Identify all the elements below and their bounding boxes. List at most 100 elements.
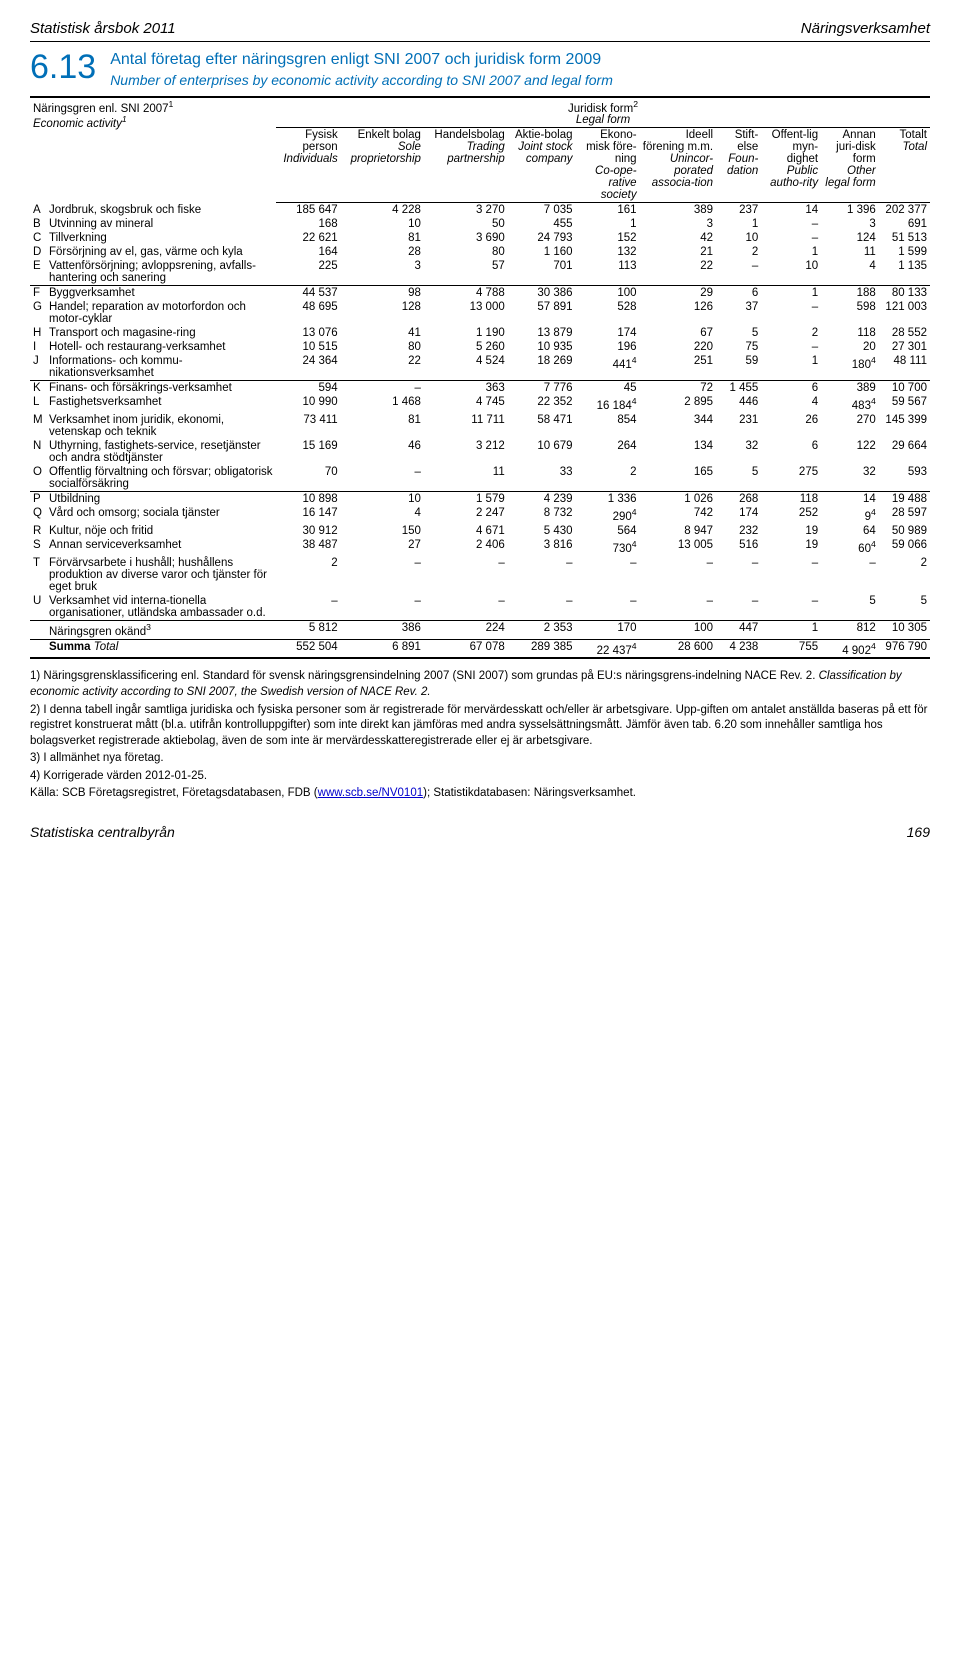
cell: 251 <box>640 354 717 381</box>
cell: 446 <box>716 395 761 413</box>
cell: 270 <box>821 413 879 439</box>
cell: 1 135 <box>879 259 930 286</box>
row-code <box>30 639 46 658</box>
cell: 59 066 <box>879 538 930 556</box>
cell: – <box>761 217 821 231</box>
cell: – <box>640 556 717 594</box>
cell: 4 <box>341 506 424 524</box>
cell: 164 <box>276 245 341 259</box>
row-label: Finans- och försäkrings-verksamhet <box>46 381 276 396</box>
cell: 19 488 <box>879 492 930 507</box>
row-code: I <box>30 340 46 354</box>
cell: 4 9024 <box>821 639 879 658</box>
cell: 7 776 <box>508 381 576 396</box>
cell: 3 <box>821 217 879 231</box>
cell: 32 <box>821 465 879 492</box>
cell: 10 <box>341 217 424 231</box>
cell: 604 <box>821 538 879 556</box>
row-label: Informations- och kommu-nikationsverksam… <box>46 354 276 381</box>
cell: 152 <box>576 231 640 245</box>
cell: 6 <box>716 286 761 301</box>
cell: 1 468 <box>341 395 424 413</box>
cell: 98 <box>341 286 424 301</box>
footnotes: 1) Näringsgrensklassificering enl. Stand… <box>30 669 930 801</box>
cell: 232 <box>716 524 761 538</box>
row-label: Näringsgren okänd3 <box>46 620 276 639</box>
cell: 24 793 <box>508 231 576 245</box>
cell: 4 671 <box>424 524 508 538</box>
cell: 18 269 <box>508 354 576 381</box>
row-label: Försörjning av el, gas, värme och kyla <box>46 245 276 259</box>
cell: 447 <box>716 620 761 639</box>
cell: 3 816 <box>508 538 576 556</box>
row-label: Utvinning av mineral <box>46 217 276 231</box>
rule-row <box>30 658 930 659</box>
table-row: GHandel; reparation av motorfordon och m… <box>30 300 930 326</box>
row-code: J <box>30 354 46 381</box>
cell: 46 <box>341 439 424 465</box>
cell: 363 <box>424 381 508 396</box>
cell: 51 513 <box>879 231 930 245</box>
title-swedish: Antal företag efter näringsgren enligt S… <box>110 50 930 70</box>
cell: 742 <box>640 506 717 524</box>
cell: – <box>576 594 640 621</box>
cell: 598 <box>821 300 879 326</box>
cell: 812 <box>821 620 879 639</box>
cell: 1 <box>761 245 821 259</box>
cell: – <box>341 465 424 492</box>
doc-header-left: Statistisk årsbok 2011 <box>30 20 176 37</box>
cell: 2 406 <box>424 538 508 556</box>
cell: 1804 <box>821 354 879 381</box>
row-code <box>30 620 46 639</box>
cell: 128 <box>341 300 424 326</box>
cell: 22 4374 <box>576 639 640 658</box>
cell: 2 895 <box>640 395 717 413</box>
cell: 80 <box>341 340 424 354</box>
source-link[interactable]: www.scb.se/NV0101 <box>318 787 423 799</box>
cell: 1 190 <box>424 326 508 340</box>
cell: 1 <box>576 217 640 231</box>
legal-form-sv: Juridisk form <box>568 102 633 114</box>
row-label: Utbildning <box>46 492 276 507</box>
cell: 1 396 <box>821 203 879 218</box>
row-label: Jordbruk, skogsbruk och fiske <box>46 203 276 218</box>
cell: 57 891 <box>508 300 576 326</box>
table-row: OOffentlig förvaltning och försvar; obli… <box>30 465 930 492</box>
cell: 174 <box>716 506 761 524</box>
cell: 225 <box>276 259 341 286</box>
cell: 21 <box>640 245 717 259</box>
table-row: PUtbildning10 898101 5794 2391 3361 0262… <box>30 492 930 507</box>
cell: 275 <box>761 465 821 492</box>
rule-top <box>30 41 930 42</box>
cell: 72 <box>640 381 717 396</box>
cell: 100 <box>576 286 640 301</box>
cell: 29 664 <box>879 439 930 465</box>
cell: – <box>508 556 576 594</box>
row-code: U <box>30 594 46 621</box>
cell: 161 <box>576 203 640 218</box>
row-label: Annan serviceverksamhet <box>46 538 276 556</box>
cell: 2 <box>576 465 640 492</box>
doc-header-right: Näringsverksamhet <box>801 20 930 37</box>
cell: 701 <box>508 259 576 286</box>
cell: 10 898 <box>276 492 341 507</box>
cell: 854 <box>576 413 640 439</box>
cell: 81 <box>341 231 424 245</box>
cell: 94 <box>821 506 879 524</box>
row-code: K <box>30 381 46 396</box>
footnote-2: 2) I denna tabell ingår samtliga juridis… <box>30 703 930 750</box>
table-row: CTillverkning22 621813 69024 7931524210–… <box>30 231 930 245</box>
cell: 10 679 <box>508 439 576 465</box>
row-label: Förvärvsarbete i hushåll; hushållens pro… <box>46 556 276 594</box>
cell: 593 <box>879 465 930 492</box>
cell: 28 600 <box>640 639 717 658</box>
col-header: Ekono-misk före-ningCo-ope-rative societ… <box>576 128 640 203</box>
cell: 237 <box>716 203 761 218</box>
rowhead-sup: 1 <box>169 99 174 109</box>
row-label: Verksamhet inom juridik, ekonomi, vetens… <box>46 413 276 439</box>
cell: 14 <box>761 203 821 218</box>
cell: – <box>716 556 761 594</box>
cell: 132 <box>576 245 640 259</box>
cell: 8 947 <box>640 524 717 538</box>
cell: 594 <box>276 381 341 396</box>
